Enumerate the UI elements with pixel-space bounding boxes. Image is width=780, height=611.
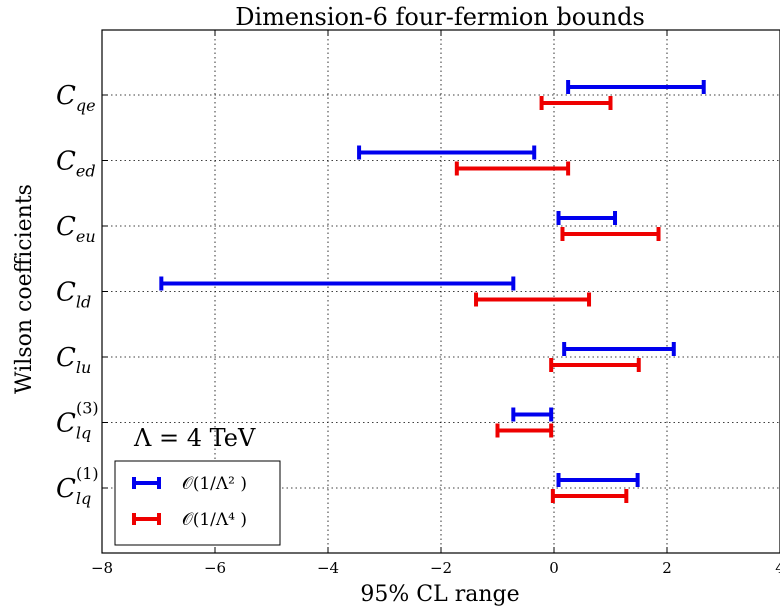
- y-axis-label: Wilson coefficients: [12, 184, 37, 394]
- interval-lambda4: [476, 293, 589, 307]
- legend-label: 𝒪(1/Λ⁴ ): [182, 510, 247, 530]
- interval-lambda2: [559, 211, 616, 225]
- x-tick-label: 4: [775, 559, 780, 577]
- coefficient-label: Clu: [56, 343, 91, 377]
- coefficient-label: Ced: [56, 147, 96, 181]
- interval-lambda2: [564, 342, 674, 356]
- coefficient-superscript: (1): [76, 464, 99, 483]
- interval-lambda4: [457, 162, 568, 176]
- interval-lambda2: [559, 473, 638, 487]
- interval-lambda4: [498, 424, 552, 438]
- x-tick-label: 2: [662, 559, 672, 577]
- x-tick-label: −6: [204, 559, 226, 577]
- coefficient-label: Cld: [56, 278, 91, 312]
- coefficient-superscript: (3): [76, 399, 99, 418]
- x-axis-label: 95% CL range: [360, 582, 519, 607]
- x-tick-label: 0: [549, 559, 559, 577]
- legend-label: 𝒪(1/Λ² ): [182, 474, 247, 494]
- interval-lambda2: [568, 80, 704, 94]
- interval-lambda2: [161, 277, 513, 291]
- legend: 𝒪(1/Λ² ) 𝒪(1/Λ⁴ ): [115, 461, 280, 545]
- interval-lambda4: [542, 96, 611, 110]
- interval-lambda4: [553, 489, 626, 503]
- interval-lambda2: [359, 146, 534, 160]
- x-tick-label: −8: [91, 559, 113, 577]
- x-tick-label: −2: [430, 559, 452, 577]
- interval-lambda4: [551, 358, 639, 372]
- x-tick-label: −4: [317, 559, 339, 577]
- interval-lambda2: [513, 408, 551, 422]
- interval-lambda4: [562, 227, 658, 241]
- coefficient-label: Cqe: [56, 81, 96, 115]
- coefficient-label: Ceu: [56, 212, 96, 246]
- lambda-annotation: Λ = 4 TeV: [133, 424, 256, 452]
- chart-title: Dimension-6 four-fermion bounds: [235, 3, 645, 31]
